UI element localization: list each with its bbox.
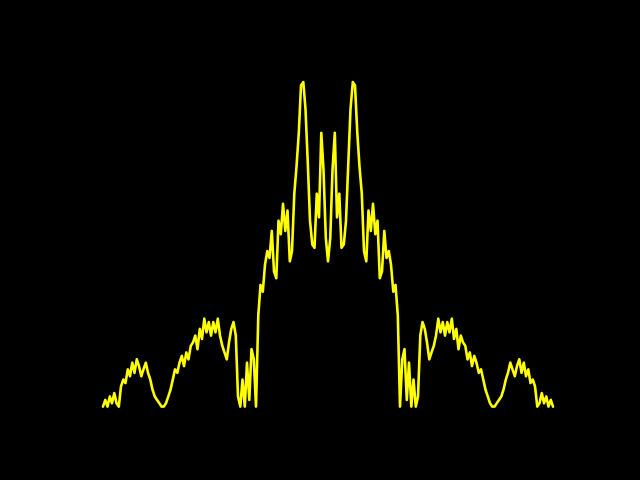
data-series-line	[101, 80, 555, 408]
